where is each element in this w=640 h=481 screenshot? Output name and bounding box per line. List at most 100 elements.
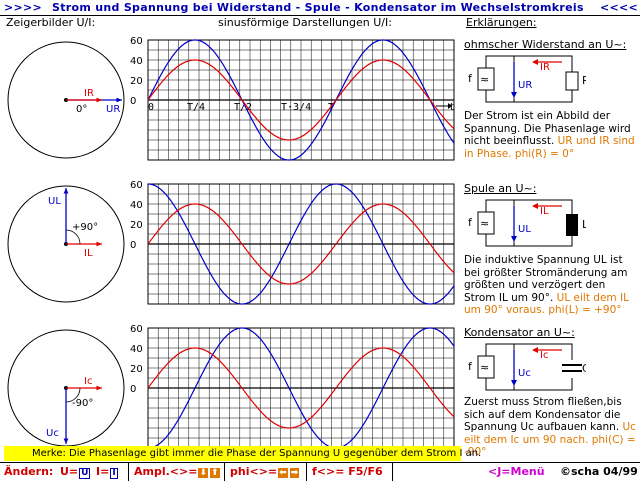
voltage-arrow-label: Uc bbox=[518, 368, 531, 379]
y-tick-label: 40 bbox=[130, 56, 143, 67]
explanation-capacitor: Zuerst muss Strom fließen,bis sich auf d… bbox=[464, 396, 636, 459]
footer-credit: ©scha 04/99 bbox=[560, 465, 638, 478]
time-arrow-head bbox=[448, 103, 452, 109]
wire-bottom bbox=[485, 90, 573, 103]
voltage-phasor-label: UR bbox=[106, 104, 120, 115]
circuit-diagram-coil: f ≈ UL IL L bbox=[468, 199, 586, 247]
y-tick-label: 40 bbox=[130, 344, 143, 355]
voltage-phasor-head bbox=[116, 97, 122, 103]
phase-angle-label: 0° bbox=[76, 104, 87, 115]
series-line-IR bbox=[147, 59, 455, 141]
current-phasor-label: IL bbox=[84, 248, 93, 259]
explanation-coil: Die induktive Spannung UL ist bei größte… bbox=[464, 254, 636, 317]
section-heading-resistor: ohmscher Widerstand an U~: bbox=[464, 38, 627, 51]
current-phasor-head bbox=[96, 97, 102, 103]
title-right-marker: <<<< bbox=[600, 1, 639, 14]
arrow-up-icon: ⬆ bbox=[210, 468, 220, 478]
x-tick-label: T/2 bbox=[234, 102, 252, 113]
footer-frequency-key[interactable]: f<>= F5/F6 bbox=[312, 465, 383, 478]
phase-angle-arc bbox=[65, 387, 81, 403]
resistor-icon bbox=[565, 71, 579, 91]
ac-symbol: ≈ bbox=[480, 361, 489, 374]
phasor-diagram-coil: UL IL +90° bbox=[7, 185, 125, 303]
component-label: C bbox=[582, 362, 586, 375]
explanation-text: Zuerst muss Strom fließen,bis sich auf d… bbox=[464, 396, 622, 433]
footer-menu-key[interactable]: <J=Menü bbox=[488, 465, 545, 478]
sine-chart-coil: 60 40 20 0 bbox=[130, 180, 455, 305]
explanation-summary: UL eilt dem IL um 90° voraus. phi(L) = +… bbox=[464, 291, 629, 317]
section-heading-coil: Spule an U~: bbox=[464, 182, 537, 195]
voltage-phasor-head bbox=[63, 188, 69, 194]
ac-symbol: ≈ bbox=[480, 73, 489, 86]
phase-angle-label: -90° bbox=[72, 398, 93, 409]
voltage-arrow-label: UR bbox=[518, 80, 532, 91]
u-key-icon: U bbox=[79, 468, 91, 479]
source-frequency-label: f bbox=[468, 72, 473, 85]
explanation-resistor: Der Strom ist ein Abbild der Spannung. D… bbox=[464, 110, 636, 160]
phasor-diagram-resistor: IR UR 0° bbox=[7, 41, 125, 159]
wire-top bbox=[485, 199, 573, 216]
capacitor-plate-icon bbox=[562, 364, 582, 366]
x-tick-label: T/4 bbox=[187, 102, 205, 113]
voltage-arrow-head bbox=[511, 236, 517, 242]
y-tick-label: 0 bbox=[130, 240, 136, 251]
section-heading-capacitor: Kondensator an U~: bbox=[464, 326, 575, 339]
voltage-arrow-label: UL bbox=[518, 224, 531, 235]
footer-u-key[interactable]: U= U bbox=[60, 465, 91, 479]
y-tick-label: 40 bbox=[130, 200, 143, 211]
component-label: L bbox=[582, 218, 586, 231]
explain-header: Erklärungen: bbox=[466, 16, 537, 29]
current-arrow-label: IR bbox=[540, 62, 550, 73]
current-arrow-head bbox=[532, 203, 538, 209]
current-phasor-head bbox=[96, 241, 102, 247]
footer-bar: Ändern: U= U I= I Ampl.<>= ⬇ ⬆ phi<>= ⬅ ➡ f<>=… bbox=[0, 462, 640, 481]
y-tick-label: 20 bbox=[130, 364, 143, 375]
ac-symbol: ≈ bbox=[480, 217, 489, 230]
phasor-header: Zeigerbilder U/I: bbox=[6, 16, 96, 29]
phase-angle-arc bbox=[65, 229, 81, 245]
title-left-marker: >>>> bbox=[4, 1, 43, 14]
voltage-arrow-head bbox=[511, 92, 517, 98]
circuit-diagram-capacitor: f ≈ Uc Ic C bbox=[468, 343, 586, 391]
voltage-arrow-head bbox=[511, 380, 517, 386]
voltage-phasor-label: Uc bbox=[46, 428, 59, 439]
series-line-UR bbox=[147, 39, 455, 161]
voltage-phasor-label: UL bbox=[48, 196, 61, 207]
footer-amplitude-key[interactable]: Ampl.<>= ⬇ ⬆ bbox=[134, 465, 220, 478]
explanation-text: Der Strom ist ein Abbild der Spannung. D… bbox=[464, 110, 631, 147]
current-phasor-label: Ic bbox=[84, 376, 92, 387]
current-phasor-head bbox=[96, 385, 102, 391]
component-label: R bbox=[582, 74, 586, 87]
current-phasor-label: IR bbox=[84, 88, 94, 99]
source-frequency-label: f bbox=[468, 360, 473, 373]
arrow-down-icon: ⬇ bbox=[198, 468, 208, 478]
phase-angle-label: +90° bbox=[72, 222, 98, 233]
series-line-UL bbox=[148, 183, 455, 305]
arrow-left-icon: ⬅ bbox=[278, 468, 288, 478]
sine-header: sinusförmige Darstellungen U/I: bbox=[218, 16, 392, 29]
source-frequency-label: f bbox=[468, 216, 473, 229]
series-line-IL bbox=[147, 203, 455, 285]
y-tick-label: 20 bbox=[130, 220, 143, 231]
x-axis-label: t bbox=[450, 102, 454, 113]
page-title: Strom und Spannung bei Widerstand - Spul… bbox=[52, 1, 584, 14]
y-tick-label: 0 bbox=[130, 96, 136, 107]
footer-phase-key[interactable]: phi<>= ⬅ ➡ bbox=[230, 465, 300, 478]
current-arrow-head bbox=[532, 347, 538, 353]
circuit-diagram-resistor: f ≈ UR IR R bbox=[468, 55, 586, 103]
y-tick-label: 60 bbox=[130, 180, 143, 191]
y-tick-label: 0 bbox=[130, 384, 136, 395]
current-arrow-label: IL bbox=[540, 206, 549, 217]
explanation-summary: Uc eilt dem Ic um 90 nach. phi(C) = -90° bbox=[464, 421, 636, 458]
y-tick-label: 60 bbox=[130, 36, 143, 47]
footer-i-key[interactable]: I= I bbox=[96, 465, 118, 479]
footer-change-label: Ändern: bbox=[4, 465, 54, 478]
series-line-Ic bbox=[147, 347, 455, 429]
wire-bottom bbox=[485, 234, 573, 247]
coil-icon bbox=[566, 214, 578, 236]
i-key-icon: I bbox=[110, 468, 118, 479]
voltage-phasor-head bbox=[63, 438, 69, 444]
arrow-right-icon: ➡ bbox=[289, 468, 300, 478]
wire-bottom bbox=[485, 378, 573, 391]
